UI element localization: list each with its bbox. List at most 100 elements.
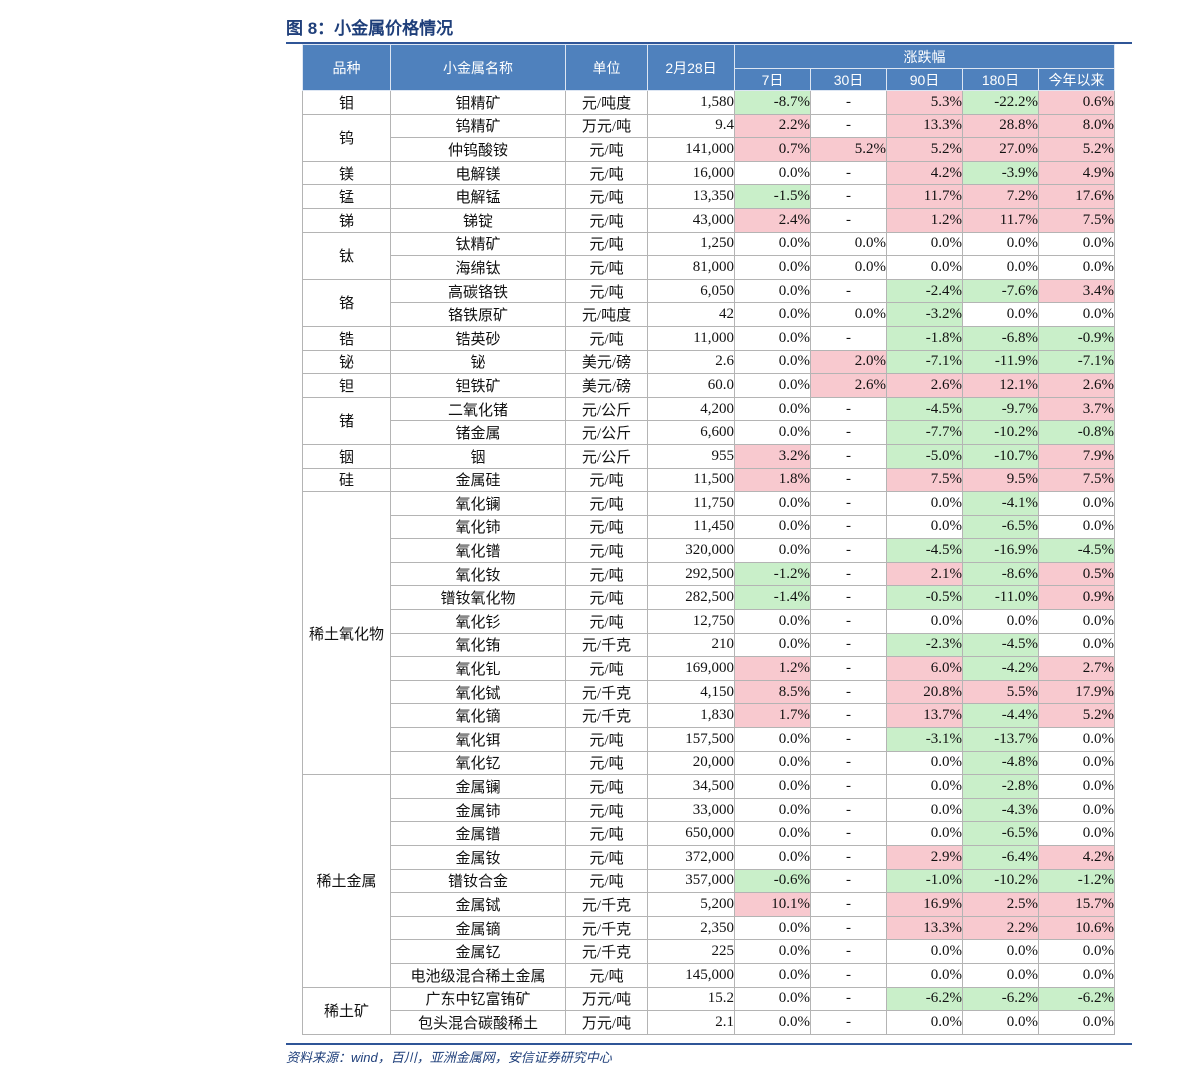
- price-cell: 2.1: [647, 1010, 735, 1035]
- change-180d-cell: -4.1%: [962, 491, 1039, 516]
- table-row: 钨钨精矿 万元/吨 9.4 2.2% -13.3% 28.8% 8.0%: [302, 113, 1116, 162]
- price-cell: 955: [647, 443, 735, 469]
- price-cell: 2,350: [647, 915, 735, 941]
- table-row: 钼钼精矿 元/吨度 1,580 -8.7% -5.3% -22.2% 0.6%: [302, 90, 1116, 115]
- change-ytd-cell: 10.6%: [1037, 915, 1116, 941]
- price-cell: 16,000: [647, 160, 735, 186]
- header-period-90d: 90日: [886, 68, 963, 91]
- change-30d-cell: -: [810, 821, 887, 846]
- change-7d-cell: -1.5%: [734, 184, 811, 209]
- change-7d-cell: -1.4%: [734, 585, 811, 611]
- category-cell: 钼: [302, 90, 391, 115]
- category-cell: 锆: [302, 325, 391, 351]
- change-ytd-cell: 0.0%: [1037, 750, 1116, 776]
- change-90d-cell: -2.3%: [886, 632, 963, 658]
- change-90d-cell: 0.0%: [886, 774, 963, 799]
- change-7d-cell: 0.0%: [734, 231, 811, 257]
- price-cell: 6,050: [647, 278, 735, 304]
- table-row: 氧化钕 元/吨 292,500 -1.2% -2.1% -8.6% 0.5%: [303, 561, 1116, 587]
- change-ytd-cell: 2.6%: [1037, 373, 1116, 398]
- unit-cell: 元/千克: [565, 703, 648, 729]
- unit-cell: 元/吨: [565, 585, 648, 611]
- change-180d-cell: 0.0%: [962, 962, 1039, 988]
- table-row: 氧化镝 元/千克 1,830 1.7% -13.7% -4.4% 5.2%: [303, 703, 1116, 729]
- table-row: 氧化铽 元/千克 4,150 8.5% -20.8% 5.5% 17.9%: [303, 679, 1116, 705]
- name-cell: 锆英砂: [390, 325, 566, 351]
- table-row: 金属钕 元/吨 372,000 0.0% -2.9% -6.4% 4.2%: [303, 845, 1116, 870]
- change-ytd-cell: 7.5%: [1037, 207, 1116, 233]
- name-cell: 钽铁矿: [390, 373, 566, 398]
- change-ytd-cell: 0.0%: [1037, 821, 1116, 846]
- name-cell: 金属镨: [390, 821, 566, 846]
- change-ytd-cell: 0.0%: [1037, 491, 1116, 516]
- table-row: 氧化钆 元/吨 169,000 1.2% -6.0% -4.2% 2.7%: [303, 656, 1116, 681]
- category-cell: 钽: [302, 373, 391, 398]
- name-cell: 氧化镨: [390, 538, 566, 563]
- change-ytd-cell: 8.0%: [1037, 113, 1116, 139]
- name-cell: 金属铽: [390, 892, 566, 917]
- change-30d-cell: -: [810, 184, 887, 209]
- change-30d-cell: -: [810, 278, 887, 304]
- header-change-group: 涨跌幅: [733, 44, 1116, 69]
- category-cell: 锰: [302, 184, 391, 209]
- change-30d-cell: -: [810, 443, 887, 469]
- change-ytd-cell: 0.0%: [1037, 302, 1116, 327]
- table-row: 氧化钐 元/吨 12,750 0.0% -0.0% 0.0% 0.0%: [303, 609, 1116, 634]
- name-cell: 钛精矿: [390, 231, 566, 257]
- change-ytd-cell: -0.8%: [1037, 420, 1116, 445]
- price-cell: 157,500: [647, 727, 735, 752]
- change-30d-cell: -: [810, 585, 887, 611]
- header-period-7d: 7日: [734, 68, 811, 91]
- price-cell: 11,000: [647, 325, 735, 351]
- price-cell: 12,750: [647, 609, 735, 634]
- change-30d-cell: -: [810, 561, 887, 587]
- change-30d-cell: -: [810, 632, 887, 658]
- change-7d-cell: 0.0%: [734, 514, 811, 540]
- price-cell: 4,200: [647, 396, 735, 422]
- price-cell: 4,150: [647, 679, 735, 705]
- change-30d-cell: -: [810, 396, 887, 422]
- change-ytd-cell: 2.7%: [1037, 656, 1116, 681]
- change-7d-cell: 8.5%: [734, 679, 811, 705]
- price-cell: 1,580: [647, 90, 735, 115]
- change-7d-cell: 0.0%: [734, 845, 811, 870]
- change-180d-cell: -10.7%: [962, 443, 1039, 469]
- price-cell: 81,000: [647, 255, 735, 280]
- unit-cell: 万元/吨: [565, 986, 648, 1012]
- unit-cell: 元/吨: [565, 207, 648, 233]
- change-7d-cell: 1.8%: [734, 467, 811, 493]
- table-row: 锰电解锰 元/吨 13,350 -1.5% -11.7% 7.2% 17.6%: [302, 184, 1116, 209]
- change-ytd-cell: 0.0%: [1037, 231, 1116, 257]
- change-30d-cell: -: [810, 797, 887, 823]
- change-90d-cell: 5.3%: [886, 90, 963, 115]
- change-30d-cell: -: [810, 420, 887, 445]
- unit-cell: 元/吨: [565, 160, 648, 186]
- change-ytd-cell: 0.0%: [1037, 632, 1116, 658]
- price-cell: 6,600: [647, 420, 735, 445]
- unit-cell: 元/吨: [565, 538, 648, 563]
- change-ytd-cell: -7.1%: [1037, 349, 1116, 375]
- table-row: 镨钕氧化物 元/吨 282,500 -1.4% - -0.5% -11.0% 0.9%: [303, 585, 1116, 611]
- change-7d-cell: 0.0%: [734, 278, 811, 304]
- table-row: 氧化铕 元/千克 210 0.0% - -2.3% -4.5% 0.0%: [303, 632, 1116, 658]
- unit-cell: 元/吨: [565, 467, 648, 493]
- category-cell: 锗: [302, 396, 391, 445]
- source-note: 资料来源：wind，百川，亚洲金属网，安信证券研究中心: [286, 1050, 612, 1065]
- name-cell: 氧化钆: [390, 656, 566, 681]
- name-cell: 钨精矿: [390, 113, 566, 139]
- change-90d-cell: 0.0%: [886, 821, 963, 846]
- change-30d-cell: 5.2%: [810, 137, 887, 162]
- name-cell: 高碳铬铁: [390, 278, 566, 304]
- name-cell: 广东中钇富铕矿: [390, 986, 566, 1012]
- change-180d-cell: 0.0%: [962, 255, 1039, 280]
- unit-cell: 元/吨: [565, 491, 648, 516]
- header-period-30d: 30日: [810, 68, 887, 91]
- price-cell: 210: [647, 632, 735, 658]
- price-cell: 225: [647, 939, 735, 964]
- price-cell: 42: [647, 302, 735, 327]
- table-row: 仲钨酸铵 元/吨 141,000 0.7% 5.2% 5.2% 27.0% 5.2%: [303, 137, 1116, 162]
- change-90d-cell: 0.0%: [886, 231, 963, 257]
- change-30d-cell: -: [810, 986, 887, 1012]
- table-row: 海绵钛 元/吨 81,000 0.0% 0.0% 0.0% 0.0% 0.0%: [303, 255, 1116, 280]
- change-30d-cell: -: [810, 679, 887, 705]
